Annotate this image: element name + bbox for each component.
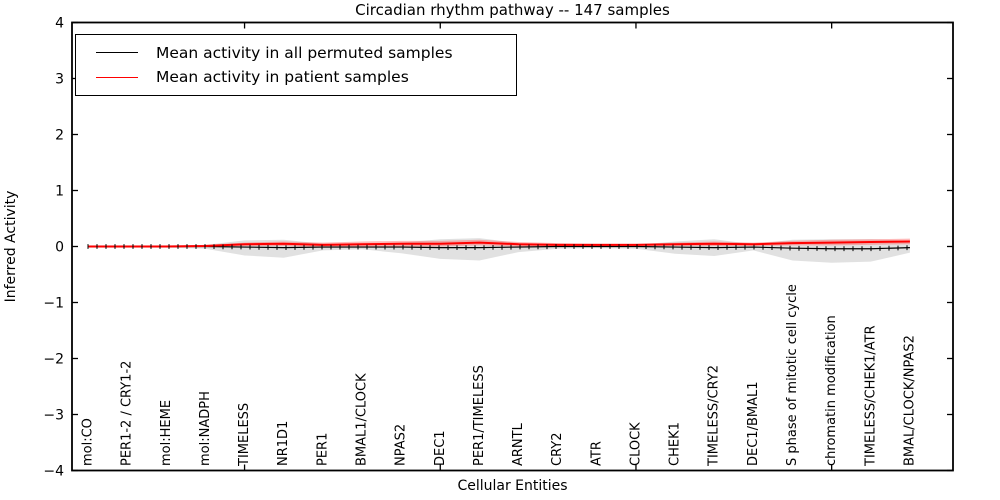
legend-entry-permuted: Mean activity in all permuted samples (82, 44, 510, 62)
category-label: NPAS2 (394, 424, 409, 466)
y-axis-label: Inferred Activity (3, 191, 19, 303)
category-label: TIMELESS (237, 403, 252, 467)
category-label: NR1D1 (276, 421, 291, 466)
category-label: S phase of mitotic cell cycle (785, 284, 800, 466)
y-tick-label: −1 (43, 296, 64, 312)
legend-entry-patient: Mean activity in patient samples (82, 68, 510, 86)
category-label: mol:NADPH (198, 391, 213, 466)
category-label: mol:CO (81, 418, 96, 466)
series-tick-markers (87, 244, 908, 252)
category-label: PER1 (315, 433, 330, 466)
y-tick-label: −3 (43, 408, 64, 424)
category-label: ATR (589, 441, 604, 466)
category-label: TIMELESS/CRY2 (707, 365, 722, 467)
legend-line-sample-black (96, 52, 138, 54)
category-label: CRY2 (550, 433, 565, 467)
category-label: CHEK1 (668, 422, 683, 466)
y-tick-label: 1 (55, 184, 64, 200)
axes-frame (71, 21, 954, 472)
category-label: chromatin modification (824, 315, 839, 466)
category-label: DEC1 (433, 430, 448, 466)
x-axis-label: Cellular Entities (457, 478, 567, 494)
y-tick-label: 3 (55, 72, 64, 88)
series-line (88, 245, 910, 250)
category-label: mol:HEME (159, 400, 174, 466)
category-label: ARNTL (511, 422, 526, 466)
chart-title: Circadian rhythm pathway -- 147 samples (355, 1, 670, 19)
category-label: CLOCK (628, 422, 643, 466)
y-tick-label: 4 (55, 16, 64, 32)
category-label: BMAL/CLOCK/NPAS2 (902, 335, 917, 466)
y-tick-label: 0 (55, 240, 64, 256)
y-tick-label: −4 (43, 464, 64, 480)
category-label: DEC1/BMAL1 (746, 382, 761, 467)
legend-label: Mean activity in patient samples (156, 68, 409, 87)
category-label: PER1-2 / CRY1-2 (120, 361, 135, 466)
category-label: TIMELESS/CHEK1/ATR (863, 325, 878, 467)
category-label: PER1/TIMELESS (472, 365, 487, 466)
series-line (88, 240, 910, 248)
legend-box: Mean activity in all permuted samples Me… (75, 34, 517, 96)
y-tick-label: 2 (55, 128, 64, 144)
y-tick-label: −2 (43, 352, 64, 368)
legend-line-sample-red (96, 76, 138, 78)
category-label: BMAL1/CLOCK (354, 373, 369, 466)
legend-label: Mean activity in all permuted samples (156, 43, 453, 62)
